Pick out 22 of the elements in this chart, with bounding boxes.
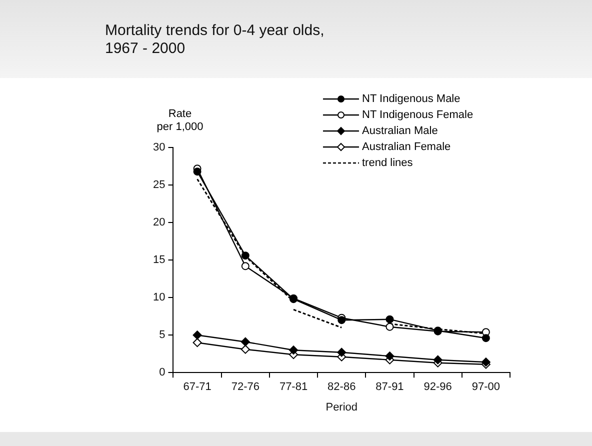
x-tick-label: 72-76 [231, 381, 260, 394]
y-tick-label: 10 [152, 292, 166, 304]
legend-label: Australian Male [362, 124, 438, 139]
legend-label: trend lines [362, 156, 413, 171]
x-tick-label: 67-71 [183, 381, 212, 394]
y-tick-label: 15 [152, 254, 166, 266]
legend-label: Australian Female [362, 140, 451, 155]
y-tick-label: 5 [159, 329, 166, 342]
y-axis-title: Rate per 1,000 [156, 108, 204, 134]
x-tick-label: 77-81 [279, 381, 308, 394]
x-tick-label: 92-96 [424, 381, 452, 394]
y-tick-label: 25 [152, 179, 166, 192]
x-tick-label: 97-00 [472, 381, 500, 394]
x-tick-label: 87-91 [376, 381, 404, 394]
x-axis-title: Period [326, 401, 358, 414]
y-tick-label: 0 [159, 366, 166, 379]
chart-title: Mortality trends for 0-4 year olds, 1967 - 2000 [105, 22, 324, 58]
y-tick-label: 30 [152, 142, 166, 154]
y-tick-label: 20 [152, 216, 166, 229]
legend-label: NT Indigenous Male [362, 92, 460, 107]
x-tick-label: 82-86 [328, 381, 356, 394]
legend-label: NT Indigenous Female [362, 108, 474, 123]
